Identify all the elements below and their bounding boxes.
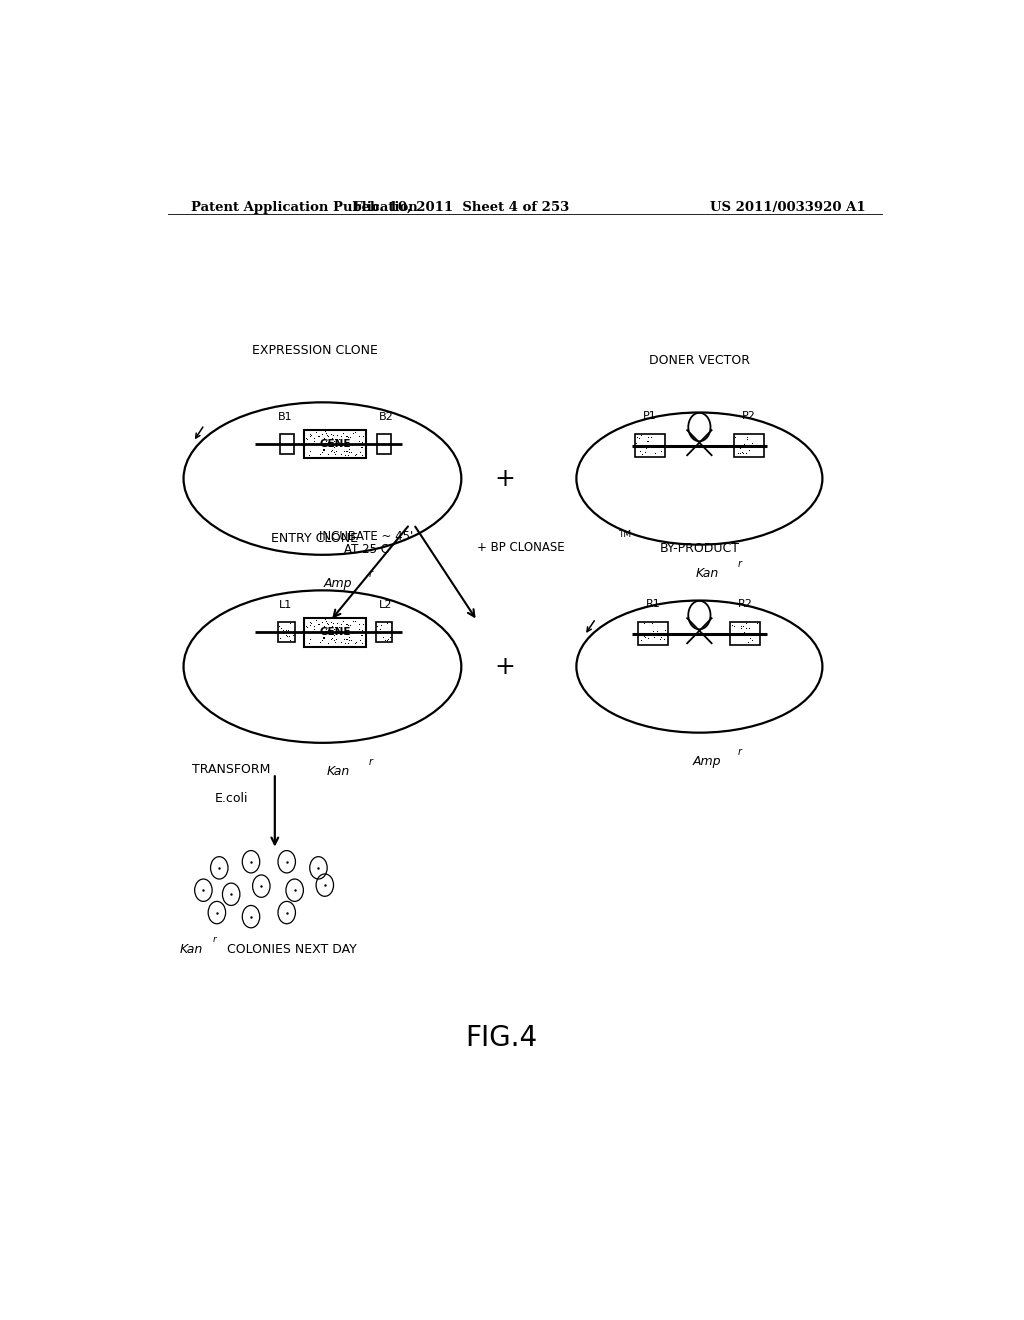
Text: r: r: [737, 558, 741, 569]
Text: DONER VECTOR: DONER VECTOR: [649, 354, 750, 367]
Text: US 2011/0033920 A1: US 2011/0033920 A1: [711, 201, 866, 214]
Text: r: r: [369, 569, 373, 579]
Bar: [278, 622, 296, 643]
Text: L1: L1: [279, 599, 292, 610]
Text: R1: R1: [646, 599, 660, 609]
Bar: [377, 622, 392, 643]
Text: Kan: Kan: [327, 766, 350, 779]
Text: + BP CLONASE: + BP CLONASE: [477, 541, 565, 554]
Text: Kan: Kan: [179, 942, 203, 956]
Text: r: r: [369, 758, 373, 767]
Text: P2: P2: [741, 411, 756, 421]
Text: B1: B1: [278, 412, 293, 422]
Text: L2: L2: [379, 599, 392, 610]
Text: ENTRY CLONE: ENTRY CLONE: [271, 532, 358, 545]
Bar: [304, 618, 367, 647]
Text: Amp: Amp: [693, 755, 722, 768]
Text: AT 25 C: AT 25 C: [344, 543, 388, 556]
Text: +: +: [495, 655, 515, 678]
Text: Amp: Amp: [324, 577, 352, 590]
Text: P1: P1: [643, 411, 657, 421]
Bar: [304, 430, 367, 458]
Text: INCUBATE ~ 45': INCUBATE ~ 45': [318, 529, 414, 543]
Bar: [280, 434, 294, 454]
Text: COLONIES NEXT DAY: COLONIES NEXT DAY: [223, 942, 357, 956]
Text: Kan: Kan: [695, 568, 719, 579]
Text: TRANSFORM: TRANSFORM: [191, 763, 270, 776]
Text: B2: B2: [379, 412, 393, 422]
Bar: [638, 623, 669, 644]
Text: FIG.4: FIG.4: [465, 1023, 537, 1052]
Text: R2: R2: [738, 599, 753, 609]
Text: Feb. 10, 2011  Sheet 4 of 253: Feb. 10, 2011 Sheet 4 of 253: [353, 201, 569, 214]
Text: r: r: [213, 935, 217, 944]
Bar: [730, 623, 761, 644]
Bar: [733, 434, 764, 457]
Text: Patent Application Publication: Patent Application Publication: [191, 201, 418, 214]
Text: TM: TM: [617, 529, 631, 539]
Text: EXPRESSION CLONE: EXPRESSION CLONE: [252, 343, 378, 356]
Text: +: +: [495, 466, 515, 491]
Text: GENE: GENE: [319, 440, 351, 449]
Text: BY-PRODUCT: BY-PRODUCT: [659, 541, 739, 554]
Text: E.coli: E.coli: [214, 792, 248, 805]
Text: r: r: [737, 747, 741, 756]
Bar: [377, 434, 391, 454]
Text: GENE: GENE: [319, 627, 351, 638]
Bar: [635, 434, 666, 457]
